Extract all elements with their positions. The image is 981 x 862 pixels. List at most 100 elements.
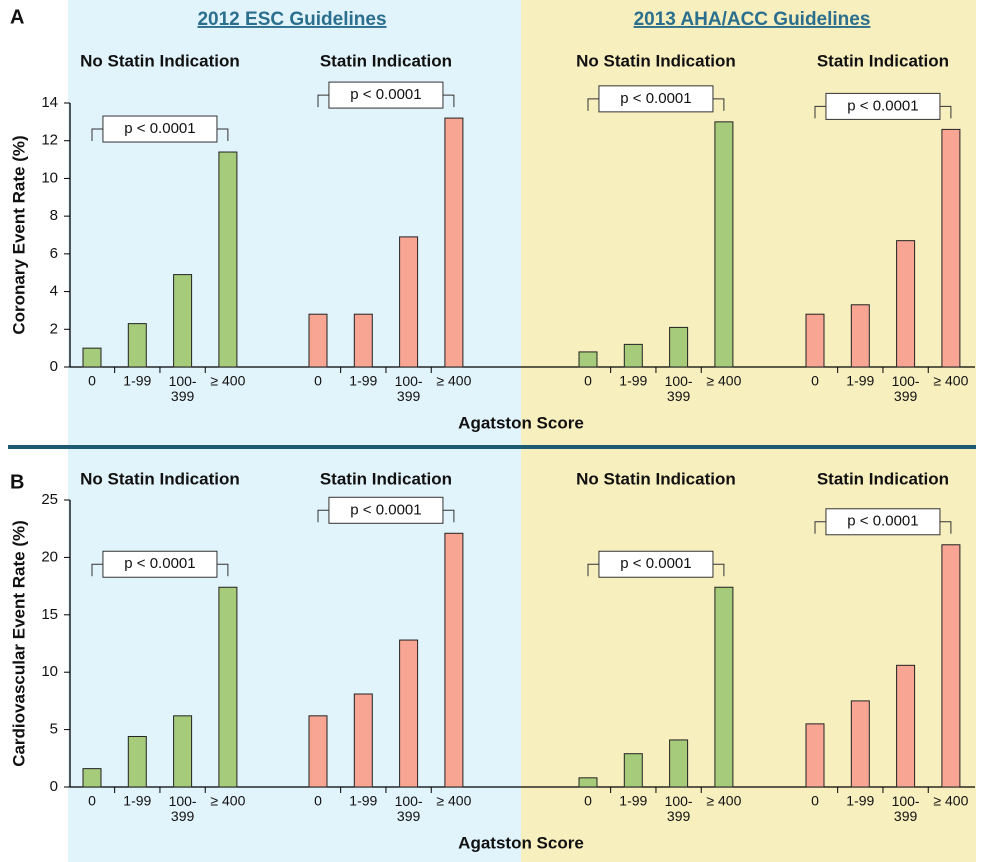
x-tick-label: 1-99: [846, 793, 874, 809]
x-tick-label: 100-399: [892, 373, 920, 404]
bar: [850, 700, 870, 788]
x-tick-label: ≥ 400: [933, 793, 968, 809]
x-tick-label: ≥ 400: [210, 793, 245, 809]
bar: [353, 693, 373, 788]
x-tick-label: ≥ 400: [933, 373, 968, 389]
annotation: p < 0.0001: [847, 97, 918, 114]
x-tick-label: 1-99: [619, 793, 647, 809]
bar: [82, 768, 102, 788]
x-tick-label: 100-399: [395, 793, 423, 824]
bar: [714, 121, 734, 368]
annotation-box: [102, 550, 218, 578]
annotation: p < 0.0001: [350, 86, 421, 103]
bar: [127, 323, 147, 368]
bar: [623, 343, 643, 368]
bar: [850, 304, 870, 368]
bar: [669, 326, 689, 368]
y-tick-label: 12: [41, 132, 58, 149]
annotation: p < 0.0001: [847, 513, 918, 530]
annotation-box: [825, 92, 941, 120]
bar: [623, 753, 643, 788]
y-tick-label: 2: [50, 320, 58, 337]
x-tick-label: ≥ 400: [210, 373, 245, 389]
y-tick-label: 10: [41, 663, 58, 680]
x-axis-label: Agatston Score: [458, 833, 584, 852]
x-tick-label: 0: [314, 373, 322, 389]
bar: [896, 664, 916, 788]
panel-letter: A: [10, 6, 24, 28]
bar: [308, 715, 328, 788]
bar: [173, 274, 193, 368]
bar: [896, 240, 916, 368]
annotation: p < 0.0001: [620, 90, 691, 107]
x-tick-label: 1-99: [349, 793, 377, 809]
x-tick-label: 1-99: [846, 373, 874, 389]
y-tick-label: 4: [50, 283, 58, 300]
bar: [578, 777, 598, 788]
x-tick-label: 0: [584, 793, 592, 809]
x-tick-label: 100-399: [665, 373, 693, 404]
group-title: No Statin Indication: [576, 469, 736, 488]
annotation-box: [328, 81, 444, 109]
y-tick-label: 8: [50, 207, 58, 224]
y-axis-label: Cardiovascular Event Rate (%): [9, 520, 28, 767]
annotation-box: [102, 115, 218, 143]
x-tick-label: 1-99: [619, 373, 647, 389]
group-title: No Statin Indication: [80, 469, 240, 488]
group-title: Statin Indication: [817, 51, 949, 70]
bar: [399, 236, 419, 368]
x-tick-label: 0: [314, 793, 322, 809]
group-title: Statin Indication: [320, 469, 452, 488]
y-axis-label: Coronary Event Rate (%): [9, 135, 28, 334]
bar: [444, 117, 464, 368]
y-tick-label: 0: [50, 358, 58, 375]
x-tick-label: 1-99: [349, 373, 377, 389]
x-axis-label: Agatston Score: [458, 413, 584, 432]
y-tick-label: 20: [41, 548, 58, 565]
bar: [941, 128, 961, 368]
annotation-box: [598, 550, 714, 578]
bar: [127, 735, 147, 788]
y-tick-label: 10: [41, 169, 58, 186]
bar: [941, 544, 961, 788]
y-tick-label: 5: [50, 721, 58, 738]
group-title: Statin Indication: [817, 469, 949, 488]
bar: [714, 586, 734, 788]
bar: [173, 715, 193, 788]
x-tick-label: 100-399: [169, 793, 197, 824]
annotation: p < 0.0001: [124, 120, 195, 137]
annotation: p < 0.0001: [620, 555, 691, 572]
x-tick-label: 100-399: [892, 793, 920, 824]
y-tick-label: 0: [50, 778, 58, 795]
annotation: p < 0.0001: [350, 501, 421, 518]
x-tick-label: 0: [88, 373, 96, 389]
annotation-box: [825, 508, 941, 536]
x-tick-label: 1-99: [123, 373, 151, 389]
y-tick-label: 15: [41, 606, 58, 623]
bar: [218, 586, 238, 788]
y-tick-label: 14: [41, 94, 58, 111]
y-tick-label: 6: [50, 245, 58, 262]
x-tick-label: 100-399: [665, 793, 693, 824]
bar: [308, 313, 328, 368]
bar: [399, 639, 419, 788]
x-tick-label: 0: [811, 373, 819, 389]
bar: [444, 532, 464, 788]
bar: [805, 313, 825, 368]
annotation: p < 0.0001: [124, 555, 195, 572]
x-tick-label: ≥ 400: [436, 373, 471, 389]
bar: [218, 151, 238, 368]
x-tick-label: 0: [811, 793, 819, 809]
x-tick-label: 0: [584, 373, 592, 389]
x-tick-label: 100-399: [395, 373, 423, 404]
x-tick-label: 1-99: [123, 793, 151, 809]
bar: [353, 313, 373, 368]
bar: [82, 347, 102, 368]
group-title: No Statin Indication: [576, 51, 736, 70]
bar: [669, 739, 689, 788]
annotation-box: [598, 85, 714, 113]
group-title: Statin Indication: [320, 51, 452, 70]
x-tick-label: 0: [88, 793, 96, 809]
group-title: No Statin Indication: [80, 51, 240, 70]
